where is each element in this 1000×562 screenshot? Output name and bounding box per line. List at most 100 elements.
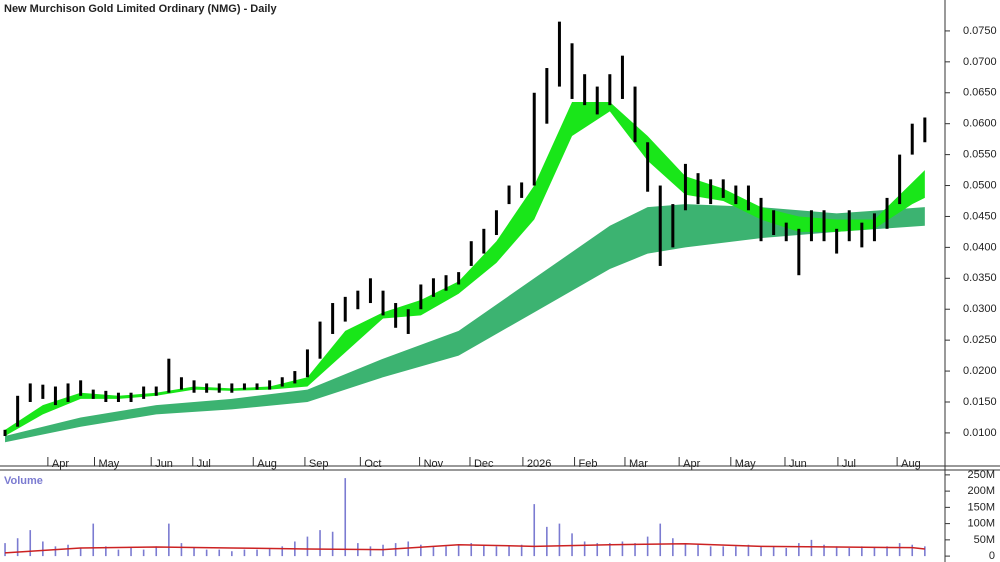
y-tick-label: 0.0300 [963, 303, 997, 315]
x-tick-label: Oct [364, 458, 381, 470]
volume-bar [772, 546, 775, 557]
volume-bar [785, 547, 788, 557]
y-tick-label: 0 [989, 550, 995, 562]
price-bar [230, 383, 234, 393]
volume-bar [861, 546, 863, 557]
volume-bar [646, 536, 649, 557]
y-tick-label: 250M [967, 469, 995, 481]
price-bar [809, 210, 813, 242]
volume-bar [571, 533, 573, 557]
x-tick-label: Jun [789, 458, 807, 470]
y-tick-label: 150M [967, 501, 995, 513]
price-bar [394, 303, 398, 328]
x-tick-label: May [735, 458, 756, 470]
y-tick-label: 0.0150 [963, 396, 997, 408]
price-bar [494, 210, 498, 236]
volume-bar [382, 544, 384, 557]
price-bar [469, 241, 473, 266]
price-bar [444, 275, 448, 291]
y-tick-label: 50M [974, 534, 995, 546]
volume-bar [621, 541, 624, 557]
volume-bar [29, 530, 32, 557]
y-tick-label: 100M [967, 518, 995, 530]
volume-bar [760, 546, 762, 557]
y-tick-label: 0.0750 [963, 25, 997, 37]
price-bar [797, 228, 801, 276]
price-bar [280, 377, 284, 387]
volume-bar [243, 549, 246, 557]
volume-bar [281, 546, 284, 557]
price-bar [16, 395, 20, 427]
price-bar [860, 222, 864, 248]
x-tick-label: Aug [257, 458, 277, 470]
volume-bar [218, 549, 221, 557]
volume-bar [533, 504, 536, 557]
volume-bar [546, 526, 548, 557]
y-tick-label: 0.0100 [963, 427, 997, 439]
volume-bar [344, 478, 347, 557]
volume-bar [810, 539, 813, 557]
price-bar [3, 429, 7, 437]
volume-bar [256, 549, 258, 557]
price-bar [255, 383, 259, 390]
price-bar [910, 123, 914, 155]
volume-bar [105, 546, 107, 557]
price-bar [268, 380, 272, 390]
volume-bar [420, 544, 422, 557]
price-bar [205, 383, 209, 393]
x-tick-label: May [99, 458, 120, 470]
volume-bar [583, 541, 586, 557]
x-tick-label: Jun [155, 458, 173, 470]
price-bar [520, 182, 524, 198]
volume-bar [735, 546, 737, 557]
x-tick-label: Apr [683, 458, 700, 470]
price-bar [872, 213, 876, 242]
volume-bar [369, 546, 372, 557]
x-tick-label: Aug [901, 458, 921, 470]
volume-average [4, 543, 925, 554]
price-bar [570, 43, 574, 99]
price-bar [79, 380, 83, 396]
price-bar [583, 74, 587, 106]
volume-bar [898, 543, 901, 557]
volume-bar [520, 544, 523, 557]
price-bar [734, 185, 738, 205]
price-bar [331, 303, 335, 334]
volume-bar [798, 543, 800, 557]
price-bar [633, 86, 637, 143]
price-bar [356, 290, 360, 310]
price-bar [835, 228, 839, 254]
price-bar [822, 210, 826, 242]
volume-bar [231, 551, 233, 557]
volume-bar [495, 546, 498, 557]
volume-bar [848, 547, 851, 557]
y-tick-label: 0.0250 [963, 334, 997, 346]
price-bar [242, 383, 246, 390]
volume-bar [155, 546, 158, 557]
volume-bar [709, 546, 712, 557]
volume-bar [924, 546, 926, 557]
volume-bar [193, 547, 195, 557]
volume-bar [445, 546, 447, 557]
volume-bar [873, 547, 876, 557]
volume-bar [483, 544, 485, 557]
x-tick-label: Feb [579, 458, 598, 470]
price-bar [28, 383, 32, 402]
volume-bar [306, 536, 309, 557]
price-bar [885, 197, 889, 229]
volume-bar [672, 538, 674, 557]
volume-bar [470, 543, 473, 557]
price-bar [595, 86, 599, 115]
volume-bar [16, 538, 19, 557]
price-bar [532, 92, 536, 186]
price-bar [759, 197, 763, 242]
price-bar [923, 117, 927, 143]
x-tick-label: Mar [629, 458, 648, 470]
price-bar [746, 185, 750, 211]
y-tick-label: 0.0550 [963, 149, 997, 161]
volume-bar [268, 547, 271, 557]
x-tick-label: Jul [842, 458, 856, 470]
price-bar [381, 290, 385, 316]
volume-bar [886, 546, 888, 557]
